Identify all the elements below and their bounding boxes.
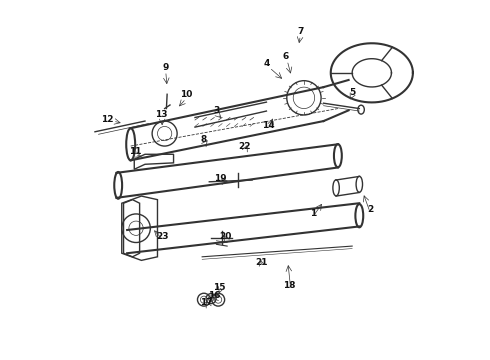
Text: 18: 18 xyxy=(283,281,296,290)
Text: 21: 21 xyxy=(255,258,268,267)
Text: 19: 19 xyxy=(214,174,226,183)
Text: 9: 9 xyxy=(163,63,169,72)
Text: 22: 22 xyxy=(238,142,250,151)
Text: 5: 5 xyxy=(349,88,355,97)
Text: 7: 7 xyxy=(297,27,304,36)
Text: 13: 13 xyxy=(155,111,167,120)
Text: 6: 6 xyxy=(283,52,289,61)
Text: 1: 1 xyxy=(310,210,316,219)
Text: 20: 20 xyxy=(219,232,232,241)
Text: 23: 23 xyxy=(156,232,169,241)
Text: 8: 8 xyxy=(201,135,207,144)
Text: 16: 16 xyxy=(208,291,220,300)
Text: 3: 3 xyxy=(213,106,220,115)
Text: 14: 14 xyxy=(262,121,274,130)
Text: 12: 12 xyxy=(101,115,114,124)
Text: 11: 11 xyxy=(129,147,141,156)
Text: 10: 10 xyxy=(180,90,192,99)
Text: 17: 17 xyxy=(200,298,213,307)
Text: 15: 15 xyxy=(213,283,225,292)
Text: 2: 2 xyxy=(367,205,373,214)
Text: 4: 4 xyxy=(263,59,270,68)
